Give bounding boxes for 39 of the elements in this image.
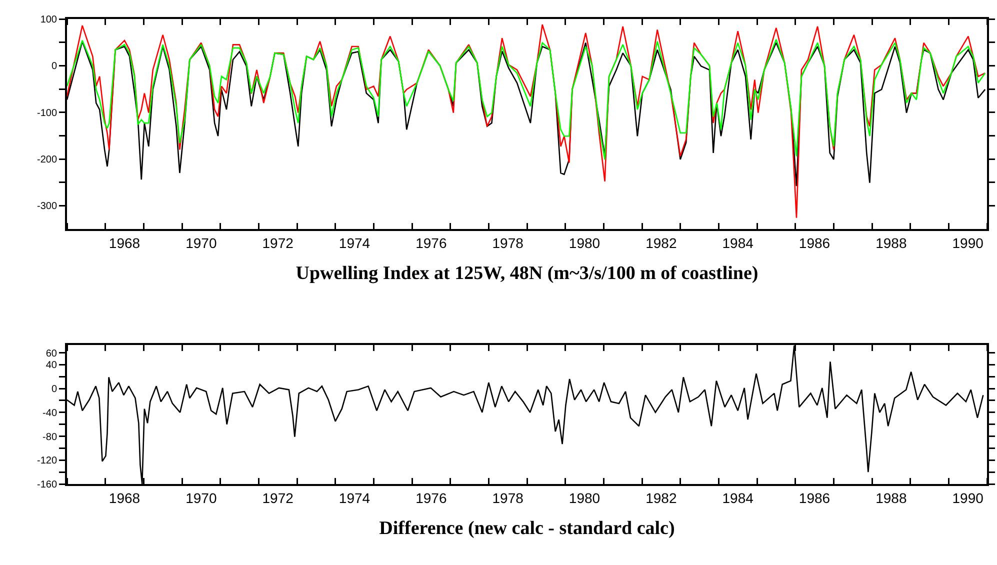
y-tick-label: -200: [36, 154, 58, 166]
x-tick-label: 1990: [952, 490, 984, 506]
y-tick-label: 100: [40, 14, 58, 26]
x-tick-label: 1972: [262, 490, 294, 506]
x-tick-label: 1974: [338, 234, 370, 251]
x-axis-title: Difference (new calc - standard calc): [379, 518, 675, 540]
y-tick-label: 40: [46, 360, 58, 372]
x-tick-label: 1988: [876, 490, 907, 506]
x-tick-label: 1968: [108, 490, 140, 506]
x-tick-label: 1980: [568, 490, 600, 506]
y-tick-label: 0: [51, 384, 58, 396]
y-tick-label: -40: [42, 408, 58, 419]
x-tick-label: 1978: [492, 490, 524, 506]
y-tick-label: 60: [46, 348, 58, 360]
x-tick-label: 1970: [186, 490, 217, 506]
x-tick-label: 1984: [722, 490, 754, 506]
y-tick-label: -160: [36, 480, 58, 490]
x-tick-label: 1990: [952, 234, 984, 251]
x-tick-label: 1988: [876, 234, 907, 251]
line-series: [67, 38, 986, 160]
x-tick-label: 1982: [646, 490, 677, 506]
x-tick-label: 1974: [338, 490, 370, 506]
x-tick-label: 1970: [186, 234, 217, 251]
x-tick-label: 1980: [568, 234, 600, 251]
y-tick-label: -80: [42, 432, 58, 443]
x-tick-label: 1978: [492, 234, 524, 251]
x-axis-title: Upwelling Index at 125W, 48N (m~3/s/100 m of coastline): [296, 263, 758, 284]
x-tick-label: 1976: [416, 490, 447, 506]
y-tick-label: -120: [36, 456, 58, 467]
y-tick-label: 0: [51, 61, 58, 72]
x-tick-label: 1986: [798, 490, 830, 506]
x-tick-label: 1976: [416, 234, 447, 251]
x-tick-label: 1968: [108, 234, 140, 251]
x-tick-label: 1972: [262, 234, 294, 251]
x-tick-label: 1986: [798, 234, 830, 251]
x-tick-label: 1982: [646, 234, 677, 251]
y-tick-label: -100: [36, 108, 58, 119]
x-tick-label: 1984: [722, 234, 754, 251]
y-tick-label: -300: [36, 201, 58, 212]
